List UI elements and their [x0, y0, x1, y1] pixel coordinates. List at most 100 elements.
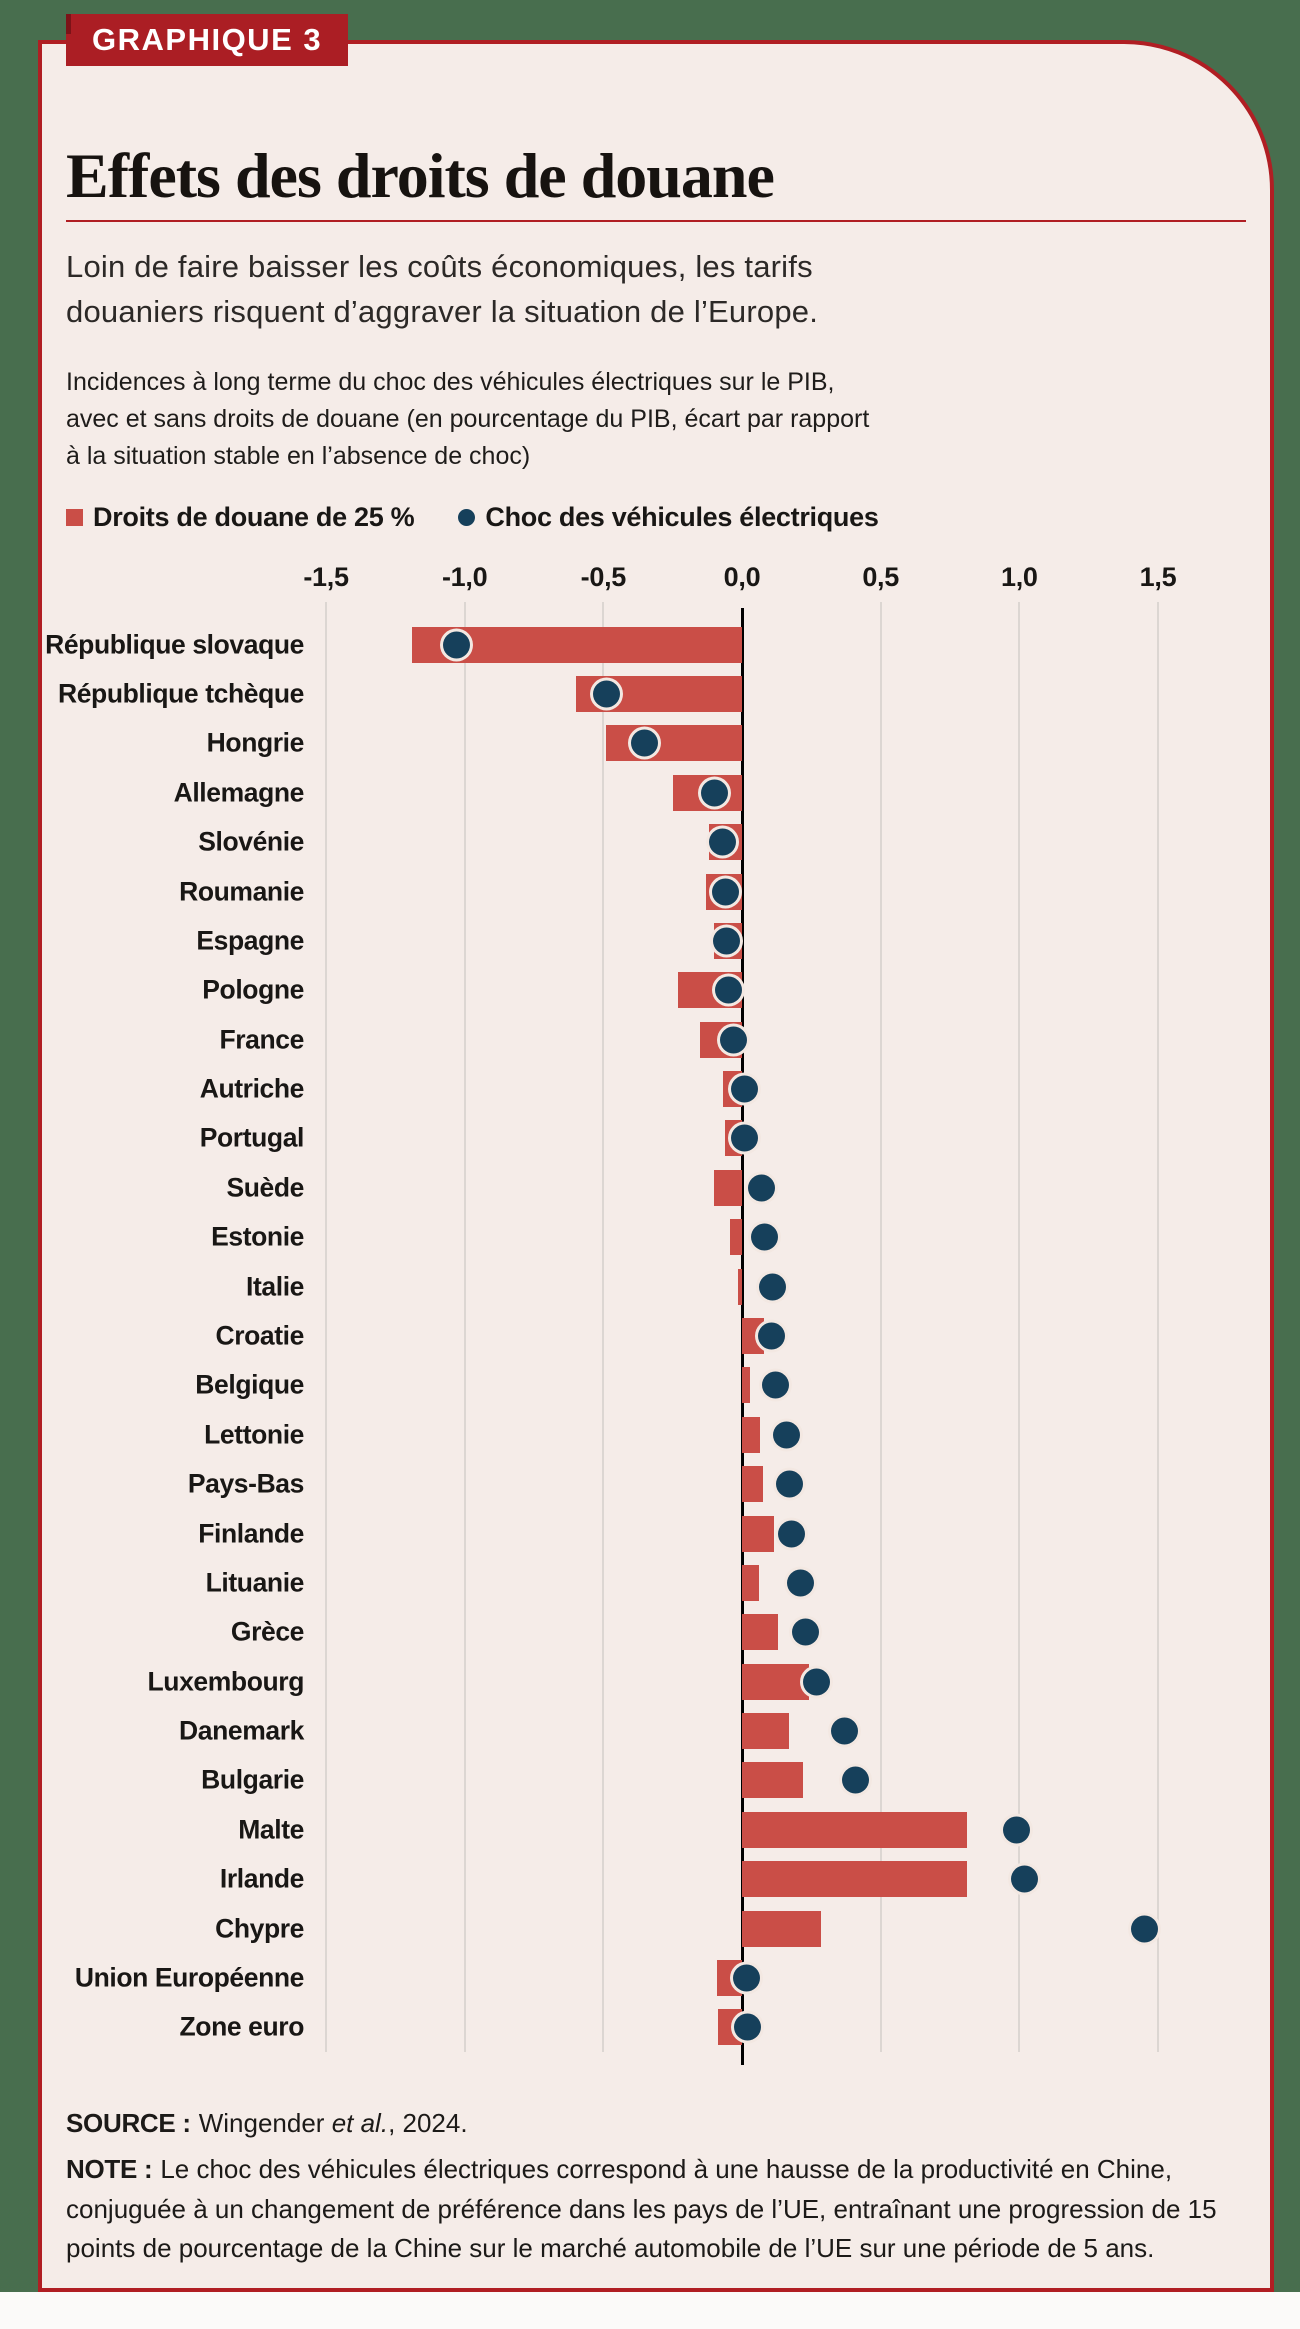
tariff-bar [742, 1811, 967, 1848]
country-label: Suède [226, 1172, 304, 1203]
chart-row: Bulgarie [201, 1756, 1166, 1805]
country-label: Croatie [215, 1320, 304, 1351]
gridline [1156, 602, 1159, 2052]
shock-dot [731, 1124, 759, 1152]
chart-description: Incidences à long terme du choc des véhi… [66, 364, 869, 475]
gridline [602, 602, 605, 2052]
tariff-bar [742, 1317, 765, 1354]
country-label: Allemagne [173, 777, 305, 808]
axis-tick-label: 1,5 [1139, 562, 1177, 592]
country-label: Estonie [211, 1221, 304, 1252]
plot-area: -1,5 -1,0 -0,5 0,0 0,5 1,0 1,5 République slova… [45, 562, 1177, 2065]
chart-row: Roumanie [179, 867, 1166, 916]
shock-dot [442, 631, 470, 659]
lede-line-2: douaniers risquent d’aggraver la situati… [66, 294, 819, 329]
shock-dot [757, 1322, 785, 1350]
tariff-bar [742, 1466, 763, 1503]
country-label: Zone euro [179, 2011, 305, 2042]
chart-row: Portugal [200, 1114, 1166, 1163]
chart-row: Grèce [231, 1608, 1166, 1657]
axis-tick-label: -0,5 [580, 562, 627, 592]
chart-row: République tchèque [58, 669, 1166, 718]
tariff-bar [742, 1910, 822, 1947]
shock-dot [803, 1668, 831, 1696]
shock-dot [1011, 1865, 1039, 1893]
description-line-1: Incidences à long terme du choc des véhi… [66, 368, 835, 396]
chart-row: Chypre [215, 1904, 1166, 1953]
tariff-bar [714, 1169, 742, 1206]
chart-card: GRAPHIQUE 3 Effets des droits de douane … [38, 14, 1274, 2292]
legend-item-ev-shock: Choc des véhicules électriques [458, 502, 879, 533]
chart-row: Slovénie [198, 818, 1166, 867]
shock-dot [714, 976, 742, 1004]
legend-item-tariffs: Droits de douane de 25 % [66, 502, 415, 533]
country-label: Lituanie [205, 1567, 305, 1598]
axis-tick-label: -1,5 [303, 562, 349, 592]
country-label: Roumanie [179, 876, 304, 907]
source-suffix: , 2024. [388, 2108, 468, 2138]
chart-row: Finlande [198, 1509, 1166, 1558]
chart-row: Italie [246, 1262, 1166, 1311]
gridline [1018, 602, 1021, 2052]
country-label: Luxembourg [147, 1666, 305, 1697]
note-text: Le choc des véhicules électriques corres… [66, 2154, 1217, 2263]
country-label: Autriche [199, 1073, 305, 1104]
axis-tick-label: 1,0 [1001, 562, 1038, 592]
bottom-margin [0, 2292, 1300, 2329]
tariff-bar [742, 1762, 803, 1799]
description-line-3: à la situation stable en l’absence de ch… [66, 442, 531, 470]
chart-row: Malte [238, 1805, 1166, 1854]
lede: Loin de faire baisser les coûts économiq… [66, 244, 818, 334]
shock-dot [631, 729, 659, 757]
note: NOTE : Le choc des véhicules électriques … [66, 2150, 1244, 2269]
chart-row: France [219, 1015, 1166, 1064]
source-text: Wingender [198, 2108, 332, 2138]
source-label: SOURCE : [66, 2108, 191, 2138]
chart-row: Luxembourg [148, 1657, 1166, 1706]
shock-dot [734, 2013, 762, 2041]
shock-dot [772, 1421, 800, 1449]
tariff-bar [742, 1663, 809, 1700]
gridline [463, 602, 466, 2052]
tariff-bar [737, 1268, 742, 1305]
chart-row: Belgique [195, 1361, 1166, 1410]
country-label: République tchèque [57, 678, 304, 709]
shock-dot [731, 1075, 759, 1103]
chart-row: Suède [226, 1163, 1166, 1212]
chart-row: Danemark [179, 1706, 1166, 1755]
chart-row: Irlande [220, 1854, 1166, 1903]
shock-dot [786, 1569, 814, 1597]
note-label: NOTE : [66, 2154, 153, 2184]
shock-dot [759, 1273, 786, 1301]
shock-dot [1130, 1915, 1158, 1943]
chart-row: Hongrie [207, 719, 1166, 768]
country-label: Pays-Bas [187, 1468, 305, 1499]
shock-dot [792, 1618, 820, 1646]
country-label: Malte [238, 1814, 304, 1845]
shock-dot [709, 828, 737, 856]
country-label: Finlande [198, 1518, 304, 1548]
shock-dot [750, 1223, 778, 1251]
country-label: Danemark [179, 1715, 304, 1746]
tariff-bar [742, 1614, 779, 1651]
country-label: France [219, 1024, 304, 1055]
tariff-bar [742, 1515, 774, 1552]
chart-row: Union Européenne [75, 1953, 1166, 2002]
chart-row: Zone euro [180, 2003, 1166, 2052]
chart-row: Lituanie [206, 1558, 1166, 1607]
tariff-bar [742, 1713, 790, 1750]
chart-row: Autriche [200, 1064, 1166, 1113]
axis-tick-label: 0,0 [723, 562, 761, 592]
country-label: Lettonie [204, 1419, 304, 1450]
shock-dot [778, 1520, 806, 1547]
chart-row: Allemagne [174, 768, 1166, 817]
chart-row: Pays-Bas [188, 1459, 1166, 1508]
country-label: Espagne [196, 925, 304, 956]
page-title: Effets des droits de douane [66, 139, 775, 211]
chart-row: Pologne [202, 966, 1166, 1015]
shock-dot [720, 1026, 748, 1054]
shock-dot [711, 878, 739, 906]
country-label: Slovénie [198, 826, 304, 857]
shock-dot [592, 680, 620, 708]
